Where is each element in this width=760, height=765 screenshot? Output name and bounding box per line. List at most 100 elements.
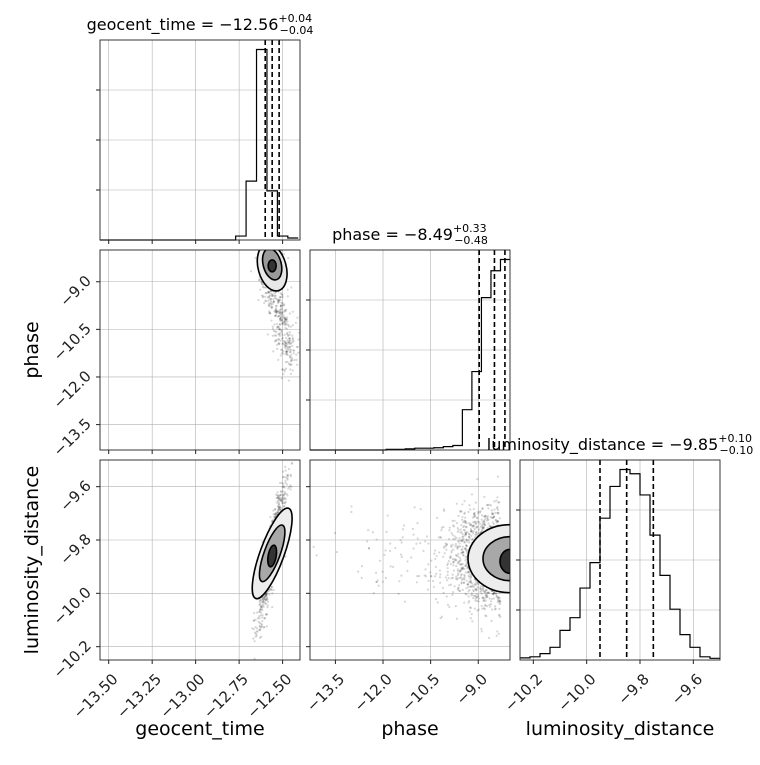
sample-point: [269, 234, 271, 236]
sample-point: [389, 542, 392, 545]
sample-point: [463, 534, 467, 537]
sample-point: [253, 640, 256, 643]
sample-point: [468, 576, 471, 579]
sample-point: [496, 508, 500, 511]
sample-point: [262, 600, 265, 603]
sample-point: [258, 603, 261, 607]
sample-point: [464, 547, 467, 550]
sample-point: [446, 563, 449, 567]
sample-point: [281, 304, 284, 307]
sample-point: [452, 525, 456, 528]
sample-point: [475, 516, 479, 519]
sample-point: [266, 597, 269, 600]
hist-panel-luminosity_distance: luminosity_distance = −9.85+0.10 −0.10: [487, 432, 753, 660]
sample-point: [372, 592, 375, 595]
sample-point: [284, 310, 287, 313]
sample-point: [377, 584, 380, 587]
sample-point: [282, 498, 285, 501]
sample-point: [283, 370, 286, 373]
sample-point: [492, 512, 495, 516]
density-contours: [256, 250, 288, 292]
sample-point: [455, 617, 459, 620]
sample-point: [454, 545, 457, 548]
sample-point: [269, 312, 272, 315]
sample-point: [480, 518, 483, 521]
sample-point: [469, 528, 473, 531]
sample-point: [259, 614, 263, 617]
sample-point: [280, 507, 283, 510]
sample-point: [424, 540, 427, 543]
sample-point: [484, 603, 487, 607]
sample-point: [261, 245, 263, 247]
sample-point: [271, 294, 274, 297]
x-ticks-geocent_time: [108, 450, 284, 454]
sample-point: [290, 363, 293, 366]
sample-point: [416, 537, 419, 540]
sample-point: [474, 520, 477, 523]
sample-point: [469, 606, 472, 609]
sample-point: [450, 545, 453, 548]
hist-frame: [309, 249, 511, 451]
sample-point: [450, 577, 453, 580]
sample-point: [277, 507, 280, 510]
sample-point: [287, 340, 290, 344]
sample-point: [284, 481, 287, 485]
sample-point: [270, 306, 273, 309]
sample-point: [456, 545, 459, 548]
scatter-frame: [309, 459, 511, 661]
sample-point: [468, 580, 471, 584]
sample-point: [491, 592, 495, 595]
sample-point: [399, 553, 402, 556]
sample-point: [457, 560, 460, 563]
sample-point: [284, 555, 287, 558]
sample-point: [412, 547, 415, 550]
sample-point: [282, 352, 285, 355]
sample-point: [282, 475, 286, 479]
sample-point: [280, 348, 283, 352]
sample-point: [419, 541, 422, 545]
sample-point: [495, 499, 498, 502]
sample-point: [430, 559, 433, 562]
sample-point: [278, 323, 281, 326]
sample-point: [277, 299, 280, 302]
sample-point: [465, 558, 468, 561]
sample-point: [259, 605, 263, 608]
sample-point: [447, 537, 451, 541]
sample-point: [452, 548, 455, 551]
sample-point: [412, 533, 415, 536]
sample-point: [475, 583, 478, 586]
sample-point: [469, 578, 472, 581]
sample-point: [276, 496, 279, 499]
sample-point: [271, 248, 273, 250]
sample-point: [277, 309, 280, 313]
sample-point: [462, 551, 465, 554]
sample-point: [315, 554, 318, 557]
sample-point: [282, 505, 285, 508]
sample-point: [277, 338, 280, 341]
sample-point: [285, 351, 288, 354]
sample-point: [287, 337, 291, 340]
sample-point: [286, 477, 289, 480]
sample-point: [288, 331, 291, 334]
sample-point: [291, 369, 294, 372]
sample-point: [473, 512, 476, 515]
sample-point: [267, 304, 270, 307]
sample-point: [272, 300, 276, 303]
sample-point: [281, 321, 284, 324]
x-tick-label: −10.5: [398, 670, 443, 715]
sample-point: [259, 609, 262, 612]
sample-point: [278, 328, 281, 331]
sample-point: [284, 476, 288, 479]
sample-point: [284, 367, 288, 370]
sample-point: [265, 593, 268, 596]
sample-point: [267, 245, 269, 247]
sample-point: [469, 580, 472, 583]
sample-point: [290, 286, 293, 289]
y-tick-label: −10.0: [50, 583, 95, 628]
sample-point: [477, 512, 480, 515]
sample-point: [456, 540, 460, 543]
sample-point: [470, 582, 473, 585]
sample-point: [285, 318, 288, 321]
sample-point: [462, 537, 465, 540]
sample-point: [499, 615, 502, 619]
